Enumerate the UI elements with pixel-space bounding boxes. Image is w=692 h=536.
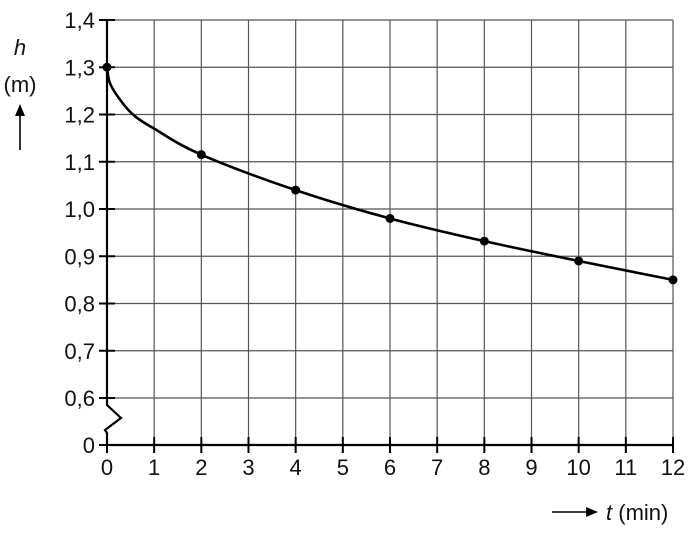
y-tick-label: 0,8 <box>64 292 95 317</box>
axes <box>99 19 674 453</box>
x-tick-label: 1 <box>148 455 160 480</box>
grid <box>107 19 674 445</box>
y-axis-arrow-icon <box>15 104 25 150</box>
y-tick-label: 0,9 <box>64 244 95 269</box>
y-axis-variable: h <box>14 35 26 60</box>
x-tick-label: 6 <box>384 455 396 480</box>
x-tick-label: 3 <box>242 455 254 480</box>
x-tick-label: 4 <box>290 455 302 480</box>
y-tick-label: 1,4 <box>64 8 95 33</box>
data-curve <box>105 67 674 282</box>
y-axis-unit: (m) <box>4 72 37 97</box>
y-tick-label: 0,6 <box>64 386 95 411</box>
data-point <box>102 62 112 72</box>
data-point <box>291 185 301 195</box>
x-tick-label: 0 <box>101 455 113 480</box>
x-tick-label: 5 <box>337 455 349 480</box>
tick-labels: 0 1 2 3 4 5 6 7 8 9 10 11 1200,60,70,80,91,01,11,21,… <box>64 8 685 480</box>
data-points <box>102 62 678 285</box>
y-tick-label: 1,2 <box>64 103 95 128</box>
y-tick-label: 1,3 <box>64 55 95 80</box>
x-tick-label: 8 <box>478 455 490 480</box>
y-axis-with-break <box>103 20 123 445</box>
x-tick-label: 11 <box>614 455 637 480</box>
x-tick-label: 12 <box>661 455 685 480</box>
y-tick-label: 0 <box>83 433 95 458</box>
y-tick-label: 1,1 <box>64 150 95 175</box>
y-tick-label: 0,7 <box>64 339 95 364</box>
data-point <box>385 213 395 223</box>
data-point <box>479 236 489 246</box>
data-point <box>668 275 678 285</box>
data-point <box>574 256 584 266</box>
data-point <box>196 150 206 160</box>
y-tick-label: 1,0 <box>64 197 95 222</box>
x-tick-label: 10 <box>566 455 590 480</box>
x-tick-label: 9 <box>525 455 537 480</box>
x-tick-label: 7 <box>431 455 443 480</box>
x-tick-label: 2 <box>195 455 207 480</box>
x-axis-arrow-icon <box>552 507 598 517</box>
x-axis-label: t (min) <box>606 500 668 525</box>
